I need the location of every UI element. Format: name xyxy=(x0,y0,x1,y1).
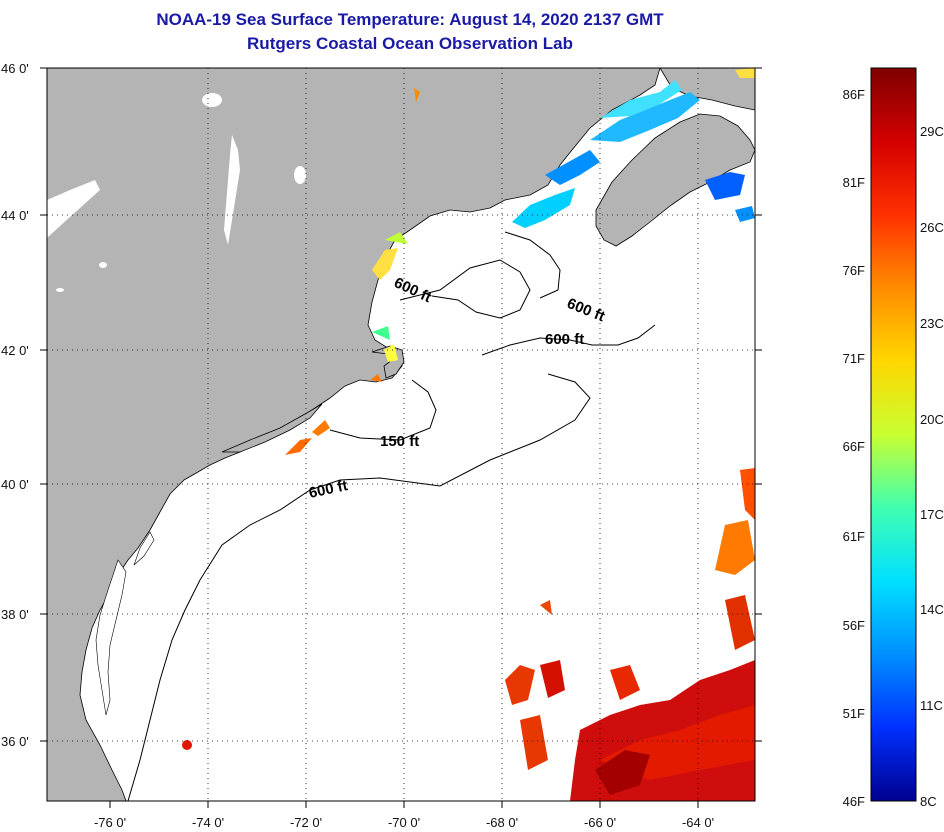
lake-small-1 xyxy=(202,93,222,107)
lon-label: -74 0' xyxy=(192,815,224,830)
colorbar-celsius-labels: 29C 26C 23C 20C 17C 14C 11C 8C xyxy=(920,124,944,809)
isobath-contours xyxy=(127,231,656,802)
colorbar-label-c: 26C xyxy=(920,220,944,235)
colorbar-label-c: 29C xyxy=(920,124,944,139)
lake-small-2 xyxy=(294,166,306,184)
colorbar-label-c: 17C xyxy=(920,507,944,522)
map-frame xyxy=(46,67,756,802)
colorbar-label-c: 23C xyxy=(920,316,944,331)
land-long-island xyxy=(221,403,323,453)
contour-basin xyxy=(504,231,561,299)
lat-label: 44 0' xyxy=(1,208,29,223)
lake-champlain xyxy=(224,135,240,245)
axis-ticks xyxy=(40,67,762,808)
colorbar-label-c: 14C xyxy=(920,602,944,617)
lake-small-4 xyxy=(56,288,64,292)
latitude-labels: 46 0' 44 0' 42 0' 40 0' 38 0' 36 0' xyxy=(1,61,29,749)
colorbar-label-f: 61F xyxy=(843,529,865,544)
lon-label: -66 0' xyxy=(584,815,616,830)
map-title: NOAA-19 Sea Surface Temperature: August … xyxy=(156,10,664,29)
lon-label: -72 0' xyxy=(290,815,322,830)
lat-label: 42 0' xyxy=(1,343,29,358)
colorbar-label-c: 8C xyxy=(920,794,937,809)
lake-small-3 xyxy=(99,262,107,268)
colorbar-label-c: 20C xyxy=(920,412,944,427)
colorbar-label-f: 81F xyxy=(843,175,865,190)
lon-label: -68 0' xyxy=(486,815,518,830)
colorbar-label-f: 46F xyxy=(843,794,865,809)
graticule xyxy=(47,68,755,801)
contour-label: 150 ft xyxy=(380,433,419,450)
land-nova-scotia xyxy=(595,113,755,247)
lat-label: 36 0' xyxy=(1,734,29,749)
colorbar-label-f: 66F xyxy=(843,439,865,454)
colorbar-label-f: 56F xyxy=(843,618,865,633)
lat-label: 38 0' xyxy=(1,607,29,622)
lake-ontario-edge xyxy=(47,180,100,238)
contour-150 xyxy=(329,379,437,441)
lat-label: 46 0' xyxy=(1,61,29,76)
colorbar-label-f: 76F xyxy=(843,263,865,278)
land-north-america xyxy=(47,68,661,801)
delaware-bay xyxy=(133,531,155,566)
map-subtitle: Rutgers Coastal Ocean Observation Lab xyxy=(247,34,573,53)
colorbar-label-f: 86F xyxy=(843,87,865,102)
lon-label: -70 0' xyxy=(388,815,420,830)
colorbar-label-c: 11C xyxy=(920,698,943,713)
colorbar-fahrenheit-labels: 86F 81F 76F 71F 66F 61F 56F 51F 46F xyxy=(843,87,865,809)
colorbar-label-f: 51F xyxy=(843,706,865,721)
contour-600-shelf xyxy=(127,373,591,802)
lon-label: -76 0' xyxy=(94,815,126,830)
colorbar xyxy=(870,67,917,802)
contour-label: 600 ft xyxy=(545,331,584,348)
contour-gulf-maine xyxy=(399,259,531,319)
longitude-labels: -76 0' -74 0' -72 0' -70 0' -68 0' -66 0… xyxy=(94,815,714,830)
sst-patches xyxy=(182,68,755,801)
lon-label: -64 0' xyxy=(682,815,714,830)
lat-label: 40 0' xyxy=(1,477,29,492)
chesapeake-bay xyxy=(95,559,127,716)
colorbar-label-f: 71F xyxy=(843,351,865,366)
contour-600-georges xyxy=(481,324,656,356)
